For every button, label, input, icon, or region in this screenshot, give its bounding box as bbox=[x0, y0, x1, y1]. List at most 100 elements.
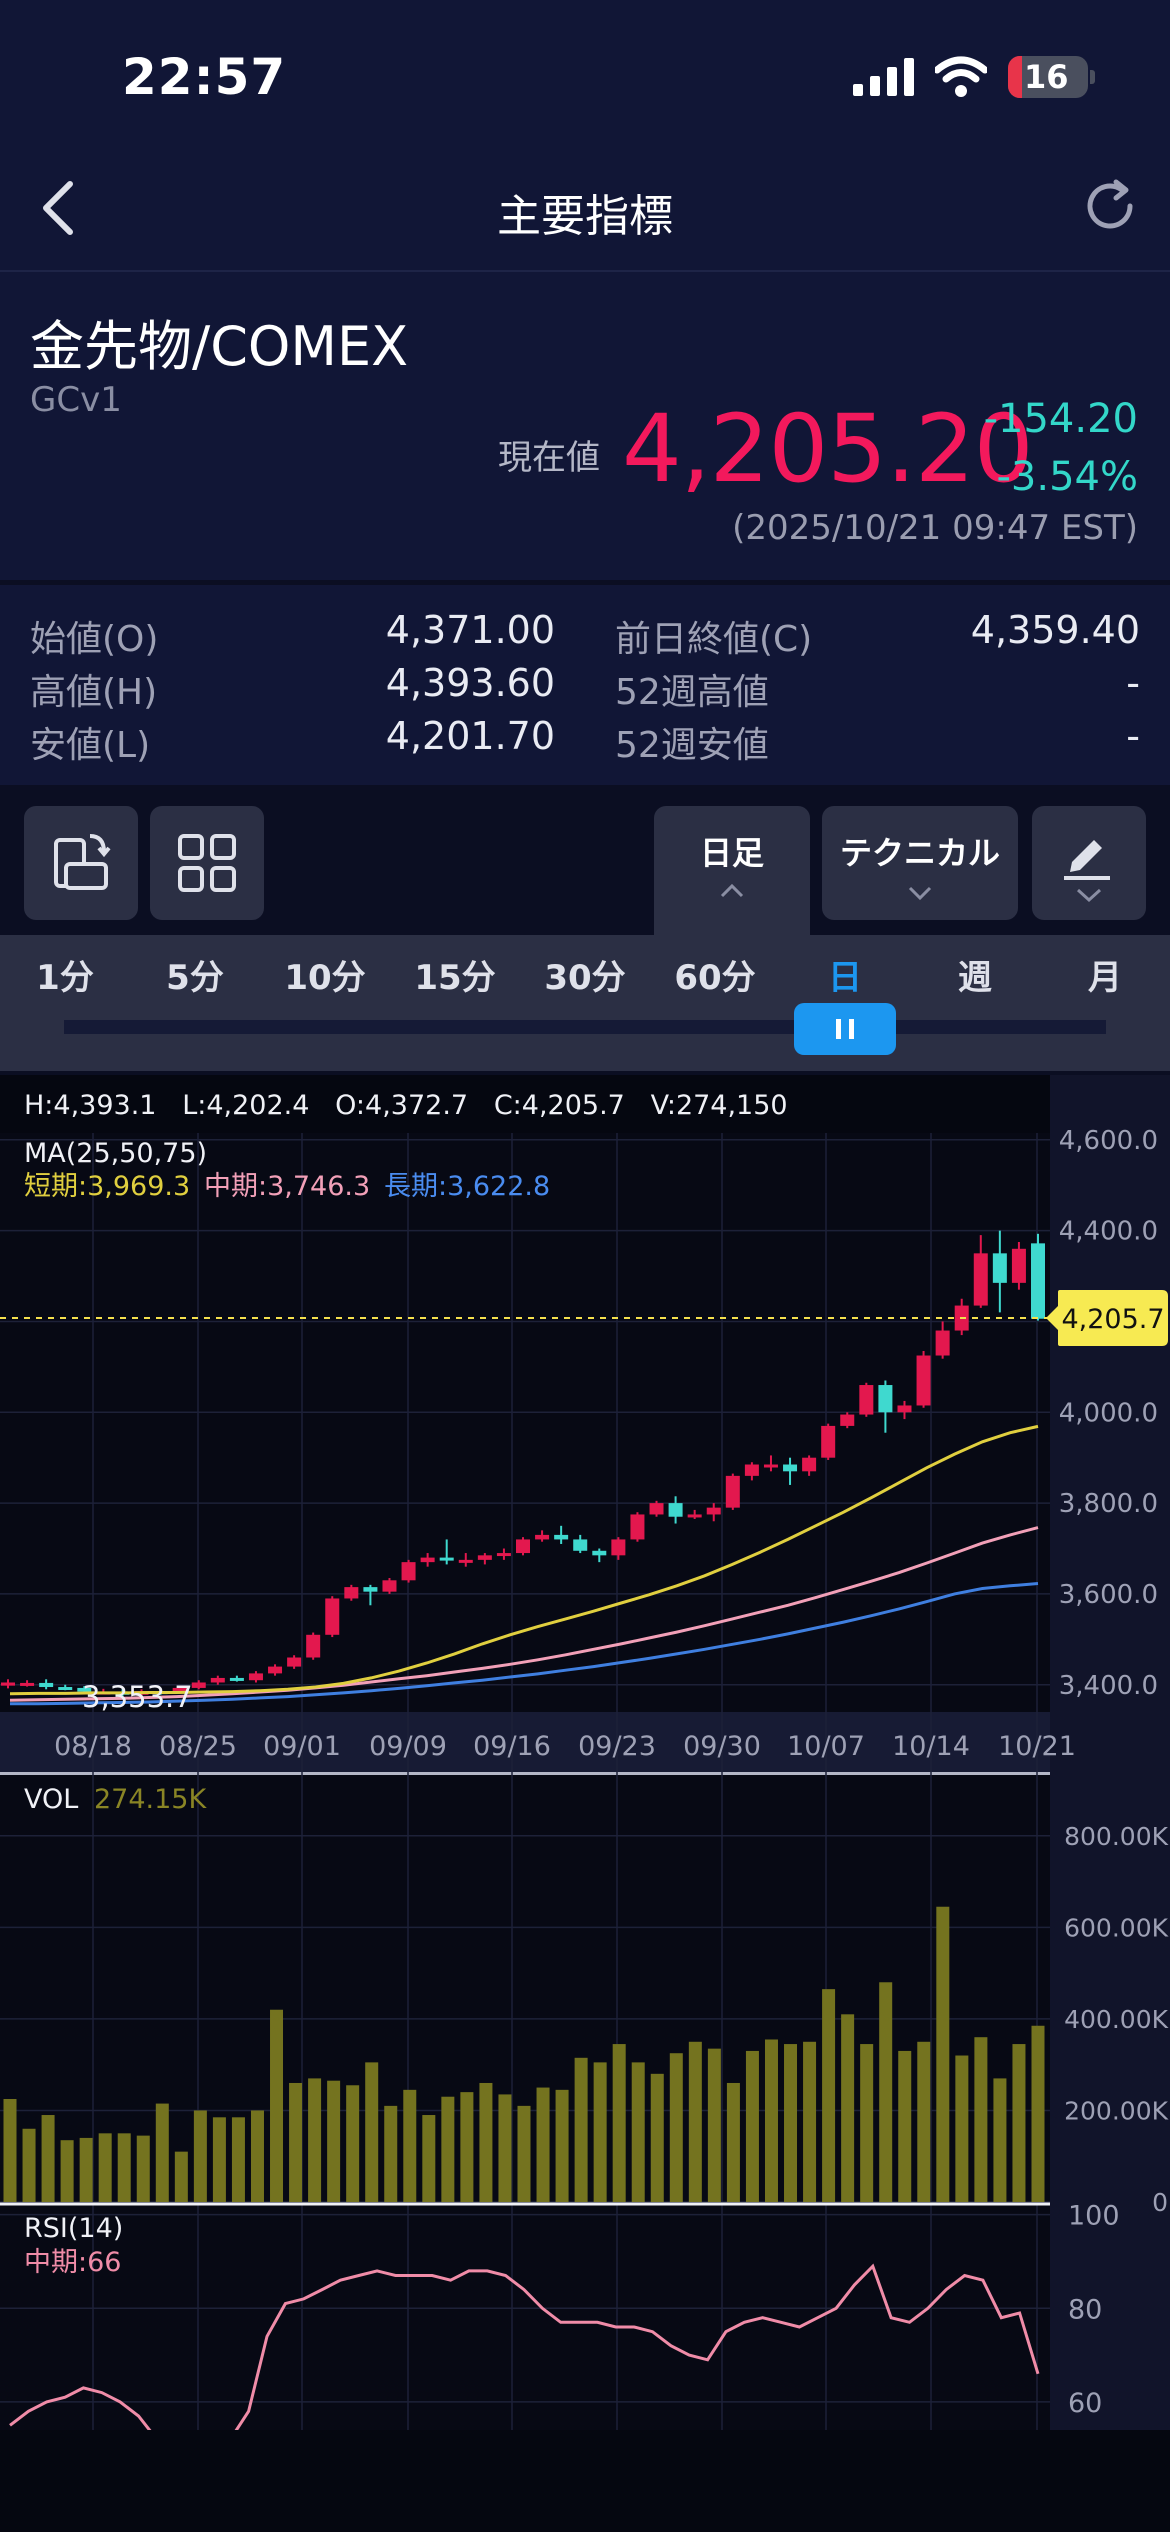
last-price-tag bbox=[1046, 1290, 1168, 1346]
volume-bar bbox=[231, 2117, 245, 2202]
instrument-name: 金先物/COMEX bbox=[30, 315, 409, 378]
volume-bar bbox=[346, 2085, 360, 2202]
prev-close-label: 前日終値(C) bbox=[615, 619, 813, 660]
volume-bar bbox=[422, 2115, 436, 2202]
candle-body bbox=[382, 1580, 397, 1592]
tab-period-4[interactable]: 30分 bbox=[544, 958, 626, 998]
candle-body bbox=[916, 1355, 931, 1406]
date-axis-tick: 09/16 bbox=[473, 1731, 551, 1762]
tab-period-6[interactable]: 日 bbox=[828, 958, 862, 998]
52w-low-label: 52週安値 bbox=[615, 725, 769, 766]
volume-bar bbox=[593, 2062, 607, 2202]
volume-bar bbox=[669, 2053, 683, 2202]
high-label: 高値(H) bbox=[30, 672, 158, 713]
date-axis-tick: 09/01 bbox=[263, 1731, 341, 1762]
volume-bar bbox=[784, 2044, 798, 2202]
low-value: 4,201.70 bbox=[385, 714, 555, 758]
volume-bar bbox=[22, 2128, 36, 2202]
volume-bar bbox=[745, 2050, 759, 2202]
tab-period-3[interactable]: 15分 bbox=[414, 958, 496, 998]
rotate-screen-button[interactable] bbox=[24, 806, 138, 920]
chart-range-slider[interactable] bbox=[64, 1020, 1106, 1034]
candle-body bbox=[802, 1457, 817, 1472]
current-price: 4,205.20 bbox=[622, 395, 1034, 504]
volume-bar bbox=[822, 1989, 836, 2202]
refresh-icon[interactable] bbox=[1080, 176, 1140, 236]
candle-body bbox=[516, 1539, 530, 1554]
period-tabs bbox=[0, 935, 1170, 1071]
slider-handle[interactable] bbox=[794, 1003, 896, 1055]
volume-bar bbox=[726, 2082, 740, 2202]
interval-label: 日足 bbox=[699, 834, 764, 872]
layout-grid-button[interactable] bbox=[150, 806, 264, 920]
volume-axis-tick: 800.00K bbox=[1064, 1822, 1168, 1851]
price-change-percent: -3.54% bbox=[996, 454, 1138, 500]
drawing-tool-button[interactable] bbox=[1032, 806, 1146, 920]
volume-bar bbox=[3, 2099, 17, 2202]
ma-mid-value: 中期:3,746.3 bbox=[204, 1171, 370, 1202]
volume-bar bbox=[574, 2057, 588, 2202]
price-chart-panel[interactable]: 4,600.04,400.04,200.04,000.03,800.03,600… bbox=[0, 1075, 1170, 2430]
back-arrow-icon[interactable] bbox=[38, 178, 78, 238]
candle-body bbox=[268, 1666, 283, 1674]
interval-dropdown[interactable]: 日足 bbox=[654, 806, 810, 946]
candle-body bbox=[77, 1687, 92, 1692]
rotate-screen-icon bbox=[54, 834, 111, 890]
open-value: 4,371.00 bbox=[385, 608, 555, 652]
candle-body bbox=[744, 1464, 759, 1476]
last-price-label: 4,205.7 bbox=[1061, 1304, 1164, 1335]
candle-body bbox=[401, 1562, 416, 1581]
date-axis-tick: 09/09 bbox=[369, 1731, 447, 1762]
current-price-label: 現在値 bbox=[498, 438, 600, 478]
volume-bar bbox=[955, 2055, 969, 2202]
volume-bar bbox=[41, 2115, 55, 2202]
candle-body bbox=[363, 1587, 378, 1592]
quote-timestamp: (2025/10/21 09:47 EST) bbox=[732, 508, 1138, 548]
candle-body bbox=[763, 1464, 778, 1468]
candle-body bbox=[725, 1475, 740, 1508]
52w-high-label: 52週高値 bbox=[615, 672, 769, 713]
volume-bar bbox=[498, 2094, 512, 2202]
candle-body bbox=[477, 1555, 492, 1560]
tab-period-2[interactable]: 10分 bbox=[284, 958, 366, 998]
nav-bar bbox=[0, 150, 1170, 272]
volume-bar bbox=[327, 2080, 341, 2202]
candle-body bbox=[458, 1559, 473, 1563]
candle-body bbox=[535, 1534, 550, 1540]
candle-body bbox=[325, 1598, 340, 1635]
candle-body bbox=[1, 1682, 15, 1686]
volume-bar bbox=[365, 2062, 379, 2202]
candle-body bbox=[935, 1330, 950, 1356]
candle-body bbox=[306, 1634, 321, 1658]
volume-bar bbox=[974, 2037, 988, 2202]
vol-title: VOL bbox=[24, 1784, 78, 1815]
tab-period-1[interactable]: 5分 bbox=[166, 958, 224, 998]
candle-body bbox=[668, 1503, 683, 1517]
rsi-title: RSI(14) bbox=[24, 2213, 123, 2244]
price-axis-tick: 3,400.0 bbox=[1059, 1671, 1158, 1701]
pencil-icon bbox=[1064, 840, 1110, 903]
tab-period-0[interactable]: 1分 bbox=[36, 958, 94, 998]
candle-body bbox=[592, 1550, 607, 1556]
volume-axis-tick: 600.00K bbox=[1064, 1913, 1168, 1942]
volume-bar bbox=[289, 2082, 303, 2202]
wifi-icon bbox=[935, 56, 987, 97]
candle-body bbox=[191, 1682, 206, 1688]
tab-period-5[interactable]: 60分 bbox=[674, 958, 756, 998]
date-axis-tick: 08/25 bbox=[159, 1731, 237, 1762]
tab-period-8[interactable]: 月 bbox=[1088, 958, 1122, 998]
volume-bar bbox=[631, 2062, 645, 2202]
low-marker: 3,353.7 bbox=[82, 1680, 193, 1714]
volume-bar bbox=[536, 2087, 550, 2202]
volume-bar bbox=[79, 2137, 93, 2202]
battery-level: 16 bbox=[1024, 58, 1069, 96]
ma-long-value: 長期:3,622.8 bbox=[384, 1171, 550, 1202]
candle-body bbox=[992, 1253, 1007, 1283]
tab-period-7[interactable]: 週 bbox=[958, 958, 992, 998]
candle-body bbox=[611, 1539, 626, 1556]
volume-bar bbox=[517, 2105, 531, 2202]
volume-bar bbox=[60, 2140, 74, 2202]
technical-dropdown[interactable]: テクニカル bbox=[822, 806, 1018, 920]
volume-bar bbox=[193, 2110, 207, 2202]
candle-body bbox=[39, 1682, 54, 1688]
